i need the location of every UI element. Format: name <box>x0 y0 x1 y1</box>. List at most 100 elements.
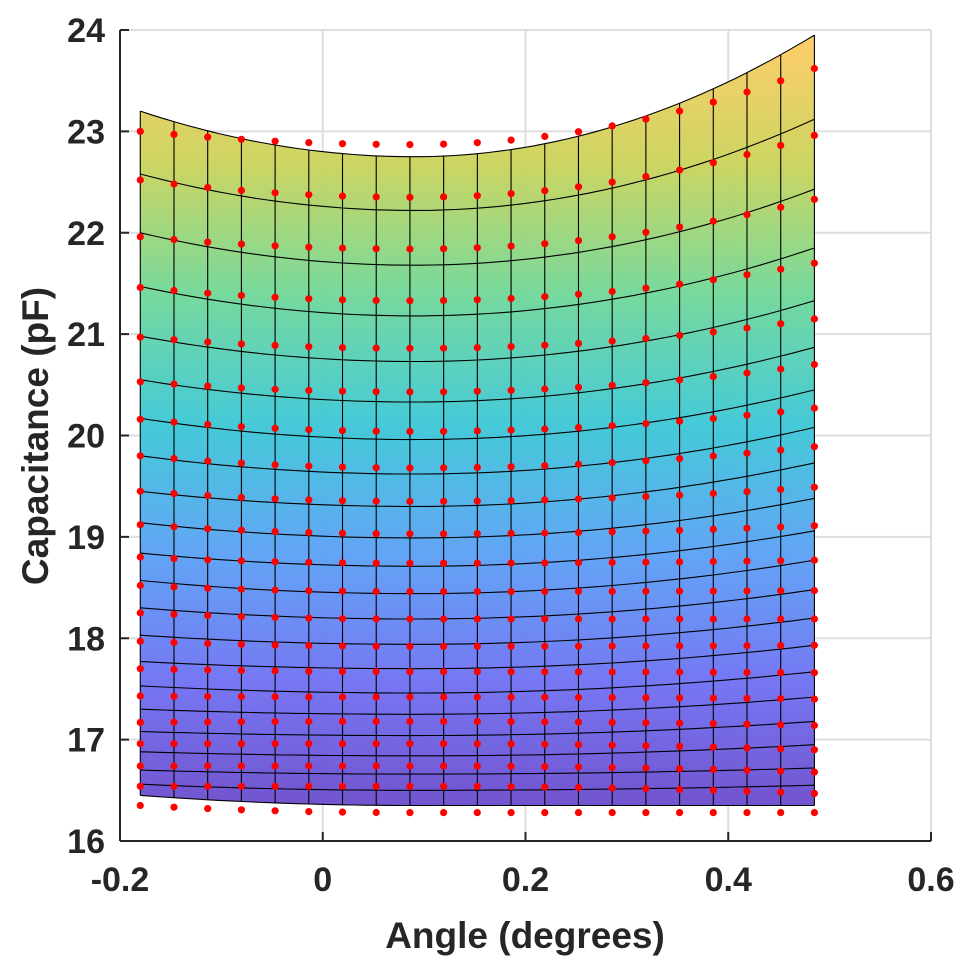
data-point <box>137 554 144 561</box>
data-point <box>272 642 279 649</box>
data-point <box>474 388 481 395</box>
data-point <box>204 556 211 563</box>
data-point <box>541 187 548 194</box>
data-point <box>305 529 312 536</box>
data-point <box>811 722 818 729</box>
data-point <box>811 132 818 139</box>
data-point <box>575 529 582 536</box>
data-point <box>642 335 649 342</box>
data-point <box>170 693 177 700</box>
data-point <box>305 693 312 700</box>
data-point <box>406 464 413 471</box>
data-point <box>339 193 346 200</box>
data-point <box>474 763 481 770</box>
data-point <box>811 484 818 491</box>
data-point <box>406 345 413 352</box>
data-point <box>440 428 447 435</box>
data-point <box>609 809 616 816</box>
data-point <box>743 721 750 728</box>
data-point <box>609 528 616 535</box>
data-point <box>406 693 413 700</box>
data-point <box>642 420 649 427</box>
data-point <box>609 233 616 240</box>
data-point <box>508 530 515 537</box>
data-point <box>272 461 279 468</box>
data-point <box>406 388 413 395</box>
data-point <box>238 641 245 648</box>
y-axis-title: Capacitance (pF) <box>15 287 56 585</box>
data-point <box>508 588 515 595</box>
data-point <box>373 740 380 747</box>
data-point <box>777 408 784 415</box>
data-point <box>170 639 177 646</box>
data-point <box>676 642 683 649</box>
data-point <box>777 587 784 594</box>
data-point <box>541 643 548 650</box>
data-point <box>541 462 548 469</box>
data-point <box>676 765 683 772</box>
data-point <box>710 642 717 649</box>
data-point <box>339 693 346 700</box>
data-point <box>575 340 582 347</box>
data-point <box>676 281 683 288</box>
data-point <box>743 767 750 774</box>
data-point <box>339 718 346 725</box>
data-point <box>676 376 683 383</box>
data-point <box>272 762 279 769</box>
data-point <box>541 718 548 725</box>
data-point <box>137 452 144 459</box>
data-point <box>743 642 750 649</box>
data-point <box>710 490 717 497</box>
y-tick-label: 24 <box>67 12 105 50</box>
data-point <box>811 557 818 564</box>
data-point <box>204 457 211 464</box>
data-point <box>575 128 582 135</box>
data-point <box>710 218 717 225</box>
data-point <box>508 387 515 394</box>
data-point <box>676 558 683 565</box>
data-point <box>440 530 447 537</box>
data-point <box>743 324 750 331</box>
data-point <box>541 385 548 392</box>
data-point <box>508 668 515 675</box>
data-point <box>204 783 211 790</box>
x-tick-label: 0.4 <box>705 861 752 899</box>
data-point <box>609 742 616 749</box>
data-point <box>204 184 211 191</box>
data-point <box>541 668 548 675</box>
data-point <box>305 463 312 470</box>
data-point <box>238 460 245 467</box>
data-point <box>339 642 346 649</box>
data-point <box>406 588 413 595</box>
data-point <box>710 809 717 816</box>
data-point <box>474 643 481 650</box>
data-point <box>508 718 515 725</box>
data-point <box>204 612 211 619</box>
data-point <box>474 464 481 471</box>
data-point <box>676 108 683 115</box>
data-point <box>710 526 717 533</box>
data-point <box>811 790 818 797</box>
data-point <box>474 344 481 351</box>
data-point <box>406 740 413 747</box>
data-point <box>609 615 616 622</box>
data-point <box>777 523 784 530</box>
data-point <box>440 740 447 747</box>
data-point <box>238 494 245 501</box>
data-point <box>508 137 515 144</box>
data-point <box>609 588 616 595</box>
data-point <box>440 464 447 471</box>
data-point <box>440 297 447 304</box>
data-point <box>305 642 312 649</box>
data-point <box>777 365 784 372</box>
data-point <box>440 388 447 395</box>
data-point <box>204 525 211 532</box>
data-point <box>474 694 481 701</box>
data-point <box>373 762 380 769</box>
data-point <box>238 241 245 248</box>
data-point <box>440 588 447 595</box>
data-point <box>575 668 582 675</box>
data-point <box>137 233 144 240</box>
data-point <box>777 669 784 676</box>
